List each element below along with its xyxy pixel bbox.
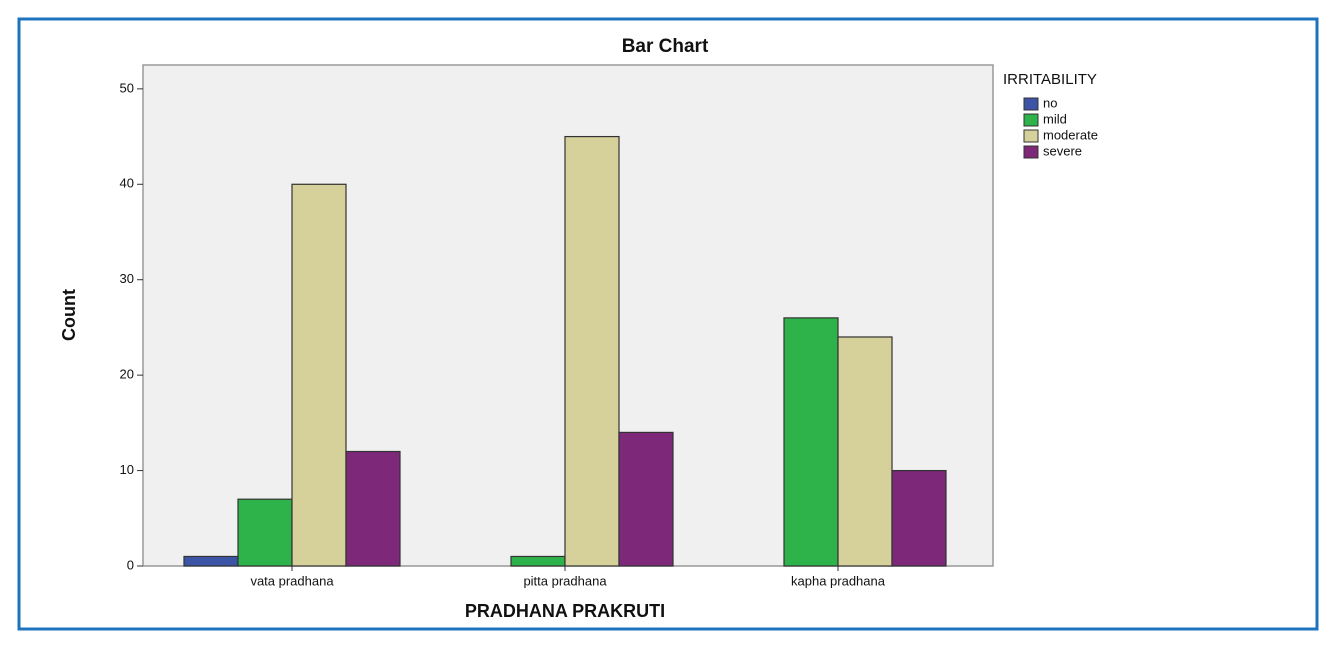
bar xyxy=(891,469,947,567)
bar xyxy=(837,336,893,567)
bar xyxy=(183,555,239,567)
y-axis-label: Count xyxy=(59,289,79,341)
y-tick-label: 30 xyxy=(120,271,134,286)
bar xyxy=(345,450,401,567)
bar xyxy=(618,431,674,567)
y-tick-label: 20 xyxy=(120,367,134,382)
legend-label: no xyxy=(1043,95,1057,110)
bar xyxy=(510,555,566,567)
y-tick-label: 0 xyxy=(127,557,134,572)
frame xyxy=(17,17,1319,631)
bar xyxy=(783,317,839,567)
bar xyxy=(237,498,293,567)
x-tick-label: vata pradhana xyxy=(250,573,334,588)
y-tick-label: 50 xyxy=(120,80,134,95)
x-tick-label: pitta pradhana xyxy=(523,573,607,588)
legend-swatch xyxy=(1023,145,1039,159)
legend-swatch xyxy=(1023,97,1039,111)
x-axis-label: PRADHANA PRAKRUTI xyxy=(465,601,665,621)
bar xyxy=(564,135,620,567)
legend-label: mild xyxy=(1043,111,1067,126)
legend-swatch xyxy=(1023,129,1039,143)
x-tick-label: kapha pradhana xyxy=(791,573,886,588)
legend-swatch xyxy=(1023,113,1039,127)
chart-title: Bar Chart xyxy=(622,36,709,57)
legend-label: moderate xyxy=(1043,127,1098,142)
y-tick-label: 40 xyxy=(120,176,134,191)
legend-label: severe xyxy=(1043,143,1082,158)
y-tick-label: 10 xyxy=(120,462,134,477)
legend-title: IRRITABILITY xyxy=(1003,71,1097,88)
bar xyxy=(291,183,347,567)
